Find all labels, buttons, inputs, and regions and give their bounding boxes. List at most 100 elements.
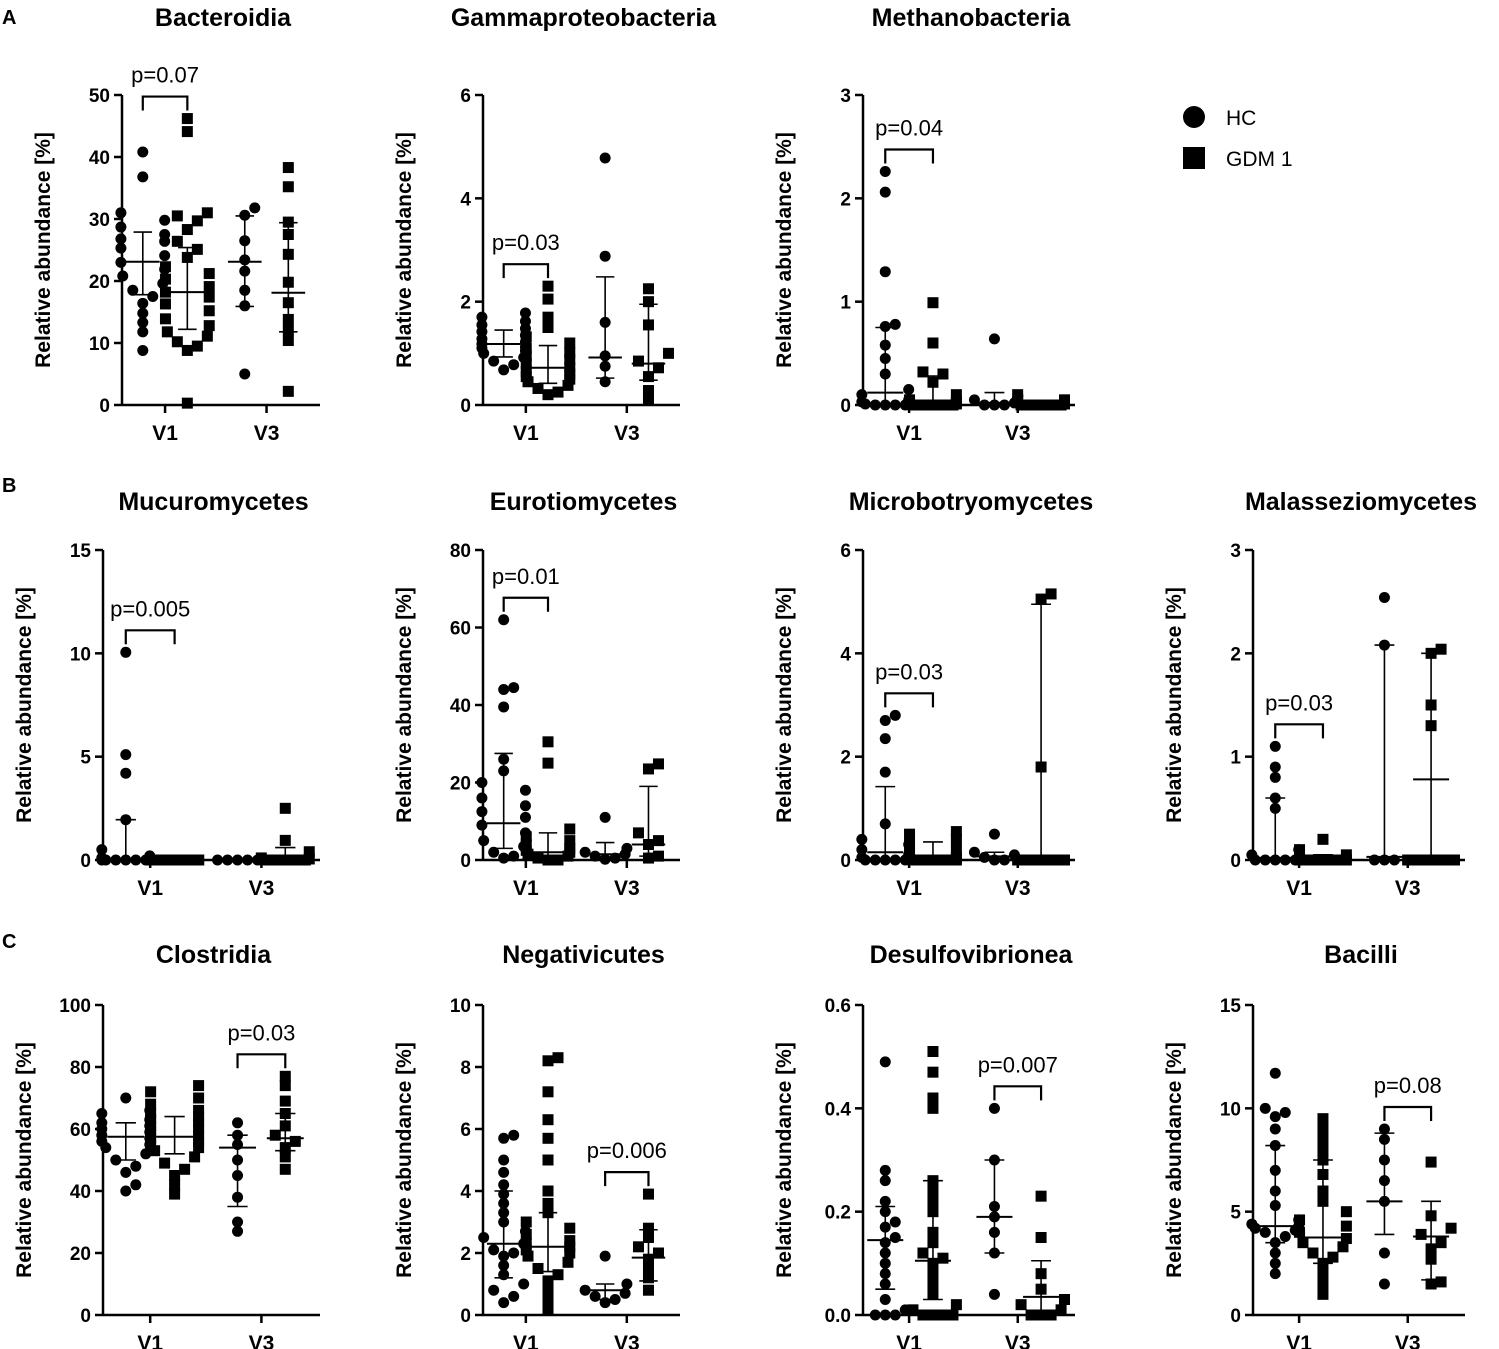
legend-gdm-label: GDM 1 [1226, 148, 1293, 171]
data-point-square [1012, 389, 1024, 401]
data-point-square [642, 852, 654, 864]
data-point-circle [1269, 1268, 1281, 1280]
data-point-square [542, 1114, 554, 1126]
series-v1-gdm-1 [904, 297, 962, 411]
series-v1-hc [478, 1129, 531, 1309]
chart-negativicutes: Negativicutes Relative abundance [%] 0 2 4 6 8… [393, 941, 680, 1349]
data-point-square [1025, 399, 1037, 411]
p-value-label: p=0.007 [978, 1052, 1058, 1077]
data-point-square [1045, 1309, 1057, 1321]
data-point-square [303, 846, 315, 858]
data-point-circle [519, 800, 531, 812]
data-point-circle [137, 146, 149, 158]
significance-annotation: p=0.006 [587, 1138, 667, 1187]
x-tick-label: V3 [249, 1332, 275, 1349]
data-point-circle [1269, 1111, 1281, 1123]
data-point-square [937, 399, 949, 411]
data-point-square [642, 394, 654, 406]
significance-bracket [604, 1171, 650, 1187]
data-point-circle [498, 1179, 510, 1191]
data-point-square [1327, 1251, 1339, 1263]
data-point-circle [889, 1309, 901, 1321]
series-v3-hc [212, 854, 268, 866]
x-tick-label: V3 [614, 1332, 640, 1349]
p-value-label: p=0.04 [875, 115, 943, 140]
data-point-square [193, 1092, 205, 1104]
x-tick-label: V1 [152, 422, 178, 445]
data-point-circle [498, 1297, 510, 1309]
data-point-square [520, 365, 532, 377]
p-value-label: p=0.006 [587, 1138, 667, 1163]
data-point-square [1045, 588, 1057, 600]
data-point-circle [879, 1056, 891, 1068]
x-tick-label: V1 [137, 877, 163, 900]
data-point-square [927, 297, 939, 309]
y-tick-label: 20 [450, 774, 471, 795]
y-tick-label: 0 [80, 851, 91, 872]
data-point-circle [519, 811, 531, 823]
data-point-circle [856, 389, 868, 401]
data-point-circle [508, 850, 520, 862]
data-point-square [632, 1241, 644, 1253]
data-point-circle [1378, 592, 1390, 604]
y-tick-label: 4 [460, 1182, 471, 1203]
panel-letter-a: A [2, 7, 16, 29]
y-tick-label: 40 [70, 1182, 91, 1203]
data-point-square [1415, 1228, 1427, 1240]
data-point-square [520, 358, 532, 370]
significance-bracket [236, 1053, 287, 1069]
data-point-square [1435, 643, 1447, 655]
chart-eurotiomycetes: Eurotiomycetes Relative abundance [%] 0 20 4… [393, 488, 680, 900]
data-point-square [520, 1244, 532, 1256]
data-point-square [552, 1269, 564, 1281]
data-point-square [564, 1241, 576, 1253]
data-point-square [937, 1309, 949, 1321]
data-point-circle [856, 851, 868, 863]
data-point-circle [589, 850, 601, 862]
series-v1-gdm-1 [904, 826, 962, 866]
series-v3-hc [588, 152, 622, 388]
series-v3-gdm-1 [266, 1070, 304, 1175]
data-point-square [564, 337, 576, 349]
data-point-square [303, 853, 315, 865]
y-tick-label: 80 [450, 541, 471, 562]
y-tick-label: 1 [840, 293, 851, 314]
data-point-square [161, 326, 173, 338]
data-point-square [652, 758, 664, 770]
data-point-circle [1269, 1247, 1281, 1259]
data-point-circle [1269, 1257, 1281, 1269]
data-point-square [564, 1235, 576, 1247]
data-point-circle [488, 1284, 500, 1296]
data-point-square [520, 1228, 532, 1240]
data-point-square [145, 1114, 157, 1126]
data-point-square [279, 1163, 291, 1175]
data-point-square [1012, 396, 1024, 408]
data-point-square [542, 1132, 554, 1144]
data-point-circle [599, 811, 611, 823]
data-point-square [520, 1216, 532, 1228]
data-point-square [520, 350, 532, 362]
data-point-circle [498, 1132, 510, 1144]
data-point-square [203, 305, 215, 317]
series-v3-hc [968, 828, 1020, 866]
data-point-square [171, 336, 183, 348]
data-point-square [145, 1120, 157, 1132]
data-point-circle [498, 1154, 510, 1166]
data-point-square [1025, 1309, 1037, 1321]
data-point-square [282, 162, 294, 174]
data-point-square [532, 852, 544, 864]
significance-bracket [884, 692, 935, 708]
significance-bracket [502, 596, 550, 612]
y-tick-label: 60 [70, 1120, 91, 1141]
data-point-circle [879, 1294, 891, 1305]
series-v1-gdm-1 [1294, 1113, 1352, 1300]
data-point-circle [879, 1195, 891, 1207]
data-point-circle [476, 819, 488, 831]
data-point-circle [96, 852, 108, 864]
data-point-square [1340, 1233, 1352, 1245]
x-tick-label: V1 [1286, 877, 1312, 900]
data-point-square [642, 763, 654, 775]
data-point-square [1055, 1304, 1067, 1316]
y-tick-label: 0 [1230, 1306, 1241, 1327]
data-point-circle [621, 842, 633, 854]
